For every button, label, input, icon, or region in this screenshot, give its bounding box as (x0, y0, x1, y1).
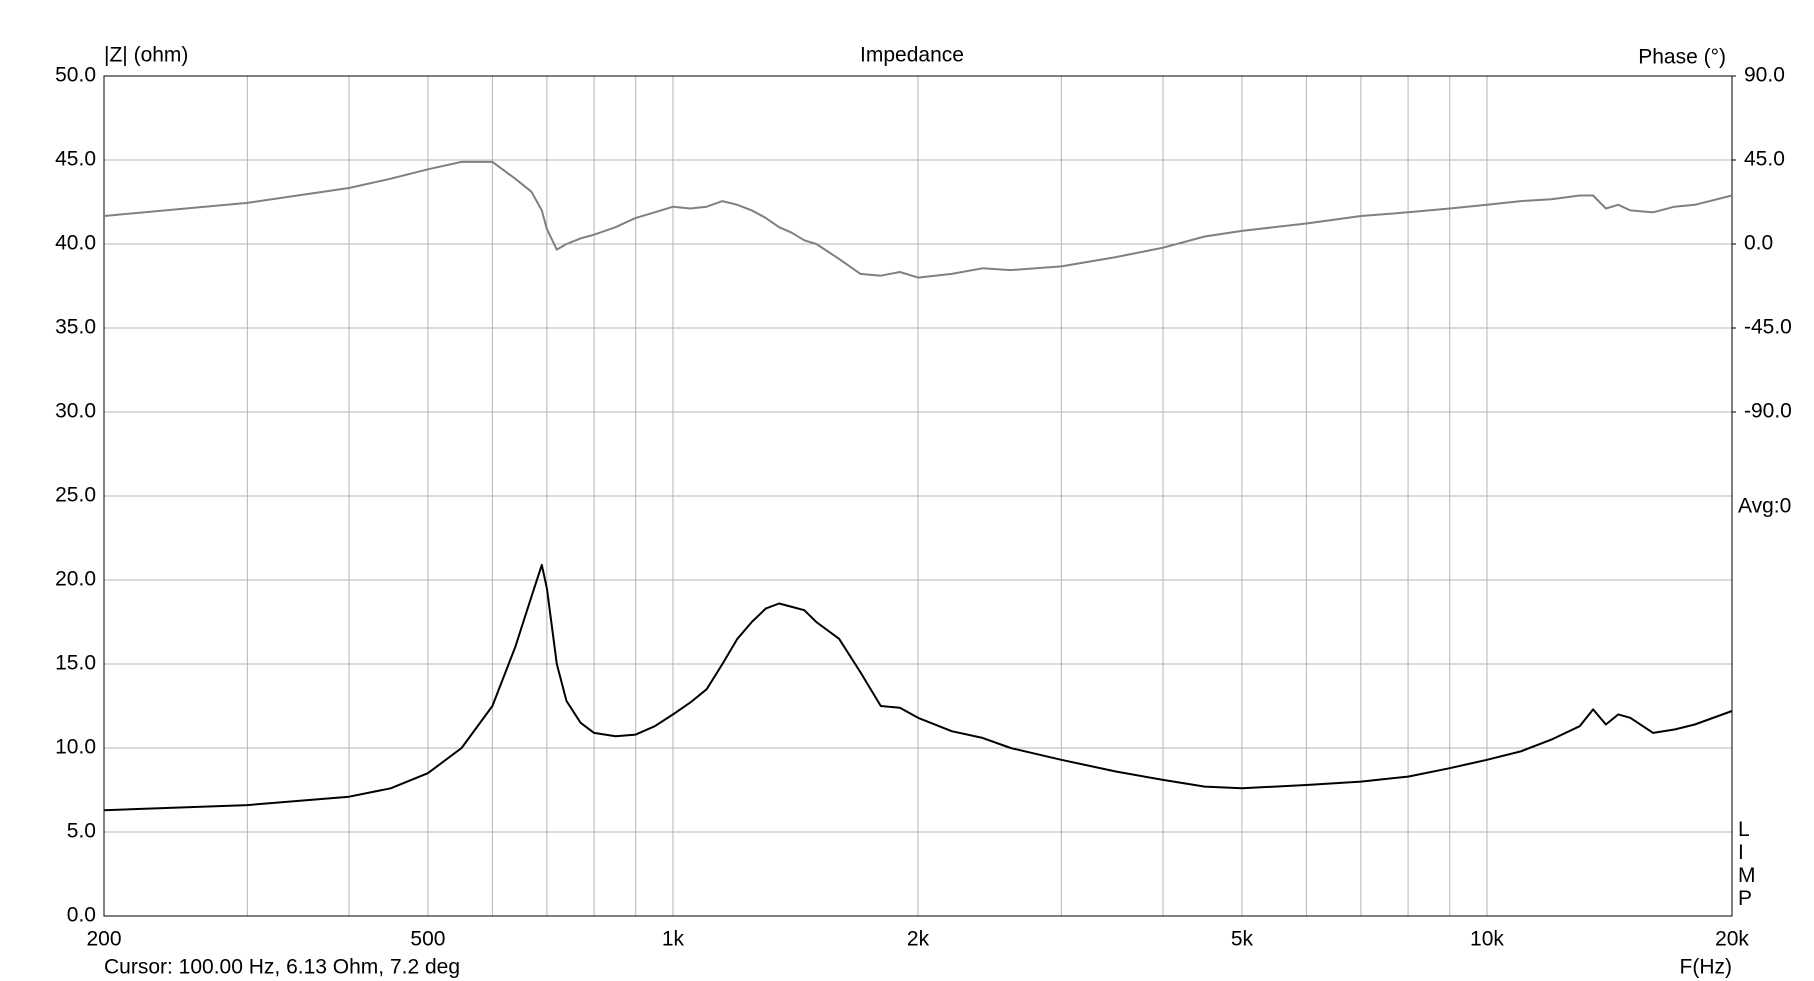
y-tick-label: 0.0 (67, 904, 96, 927)
x-tick-label: 200 (86, 928, 121, 951)
x-axis-label: F(Hz) (1680, 956, 1732, 979)
y2-tick-label: 0.0 (1744, 232, 1773, 255)
y2-tick-label: -90.0 (1744, 400, 1792, 423)
chart-title: Impedance (860, 44, 964, 67)
x-tick-label: 1k (662, 928, 685, 951)
y-tick-label: 35.0 (55, 316, 96, 339)
y-tick-label: 50.0 (55, 64, 96, 87)
x-tick-label: 500 (410, 928, 445, 951)
y2-tick-label: 90.0 (1744, 64, 1785, 87)
avg-annotation: Avg:0 (1738, 495, 1791, 518)
y-tick-label: 40.0 (55, 232, 96, 255)
x-tick-label: 20k (1715, 928, 1749, 951)
cursor-readout: Cursor: 100.00 Hz, 6.13 Ohm, 7.2 deg (104, 956, 460, 979)
y-tick-label: 30.0 (55, 400, 96, 423)
series-line (103, 160, 1733, 279)
y-tick-label: 5.0 (67, 820, 96, 843)
y-tick-label: 10.0 (55, 736, 96, 759)
x-tick-label: 10k (1470, 928, 1504, 951)
y-tick-label: 25.0 (55, 484, 96, 507)
y-tick-label: 15.0 (55, 652, 96, 675)
y-tick-label: 20.0 (55, 568, 96, 591)
x-tick-label: 5k (1231, 928, 1254, 951)
limp-label: LIMP (1738, 818, 1756, 910)
y2-axis-label: Phase (°) (1638, 46, 1726, 69)
plot-frame (103, 75, 1733, 917)
y2-tick-label: -45.0 (1744, 316, 1792, 339)
y-tick-label: 45.0 (55, 148, 96, 171)
x-tick-label: 2k (907, 928, 930, 951)
y2-tick-label: 45.0 (1744, 148, 1785, 171)
y-axis-label: |Z| (ohm) (104, 44, 188, 67)
series-line (103, 563, 1733, 812)
